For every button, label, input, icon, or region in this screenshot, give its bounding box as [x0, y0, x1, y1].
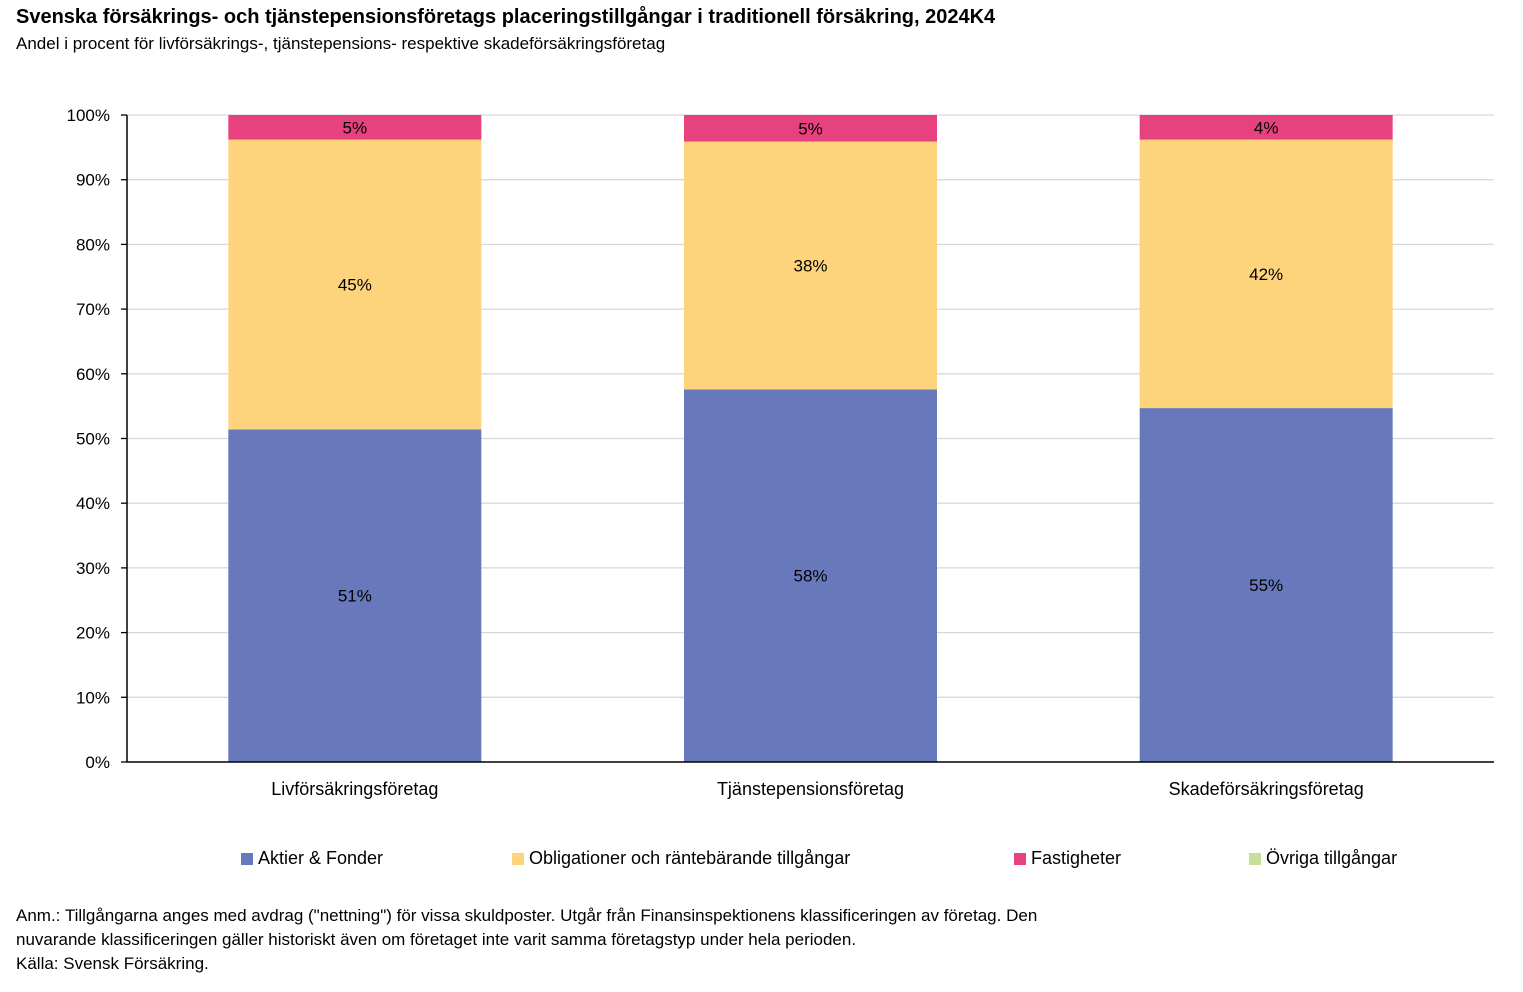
legend-label-obligationer: Obligationer och räntebärande tillgångar — [529, 848, 851, 868]
note-line-2: nuvarande klassificeringen gäller histor… — [16, 930, 857, 949]
chart-subtitle: Andel i procent för livförsäkrings-, tjä… — [16, 34, 666, 53]
data-label: 42% — [1249, 265, 1283, 284]
data-label: 58% — [793, 567, 827, 586]
legend-swatch-aktier — [241, 852, 253, 865]
note-line-1: Anm.: Tillgångarna anges med avdrag ("ne… — [16, 906, 1038, 925]
data-label: 4% — [1254, 118, 1279, 137]
chart-title: Svenska försäkrings- och tjänstepensions… — [16, 6, 996, 28]
legend-item-aktier: Aktier & Fonder — [241, 848, 383, 869]
y-tick-label: 10% — [76, 688, 110, 707]
bar-segment — [1139, 408, 1393, 762]
bar-segment — [228, 115, 482, 140]
data-label: 45% — [338, 276, 372, 295]
y-tick-label: 40% — [76, 494, 110, 513]
y-tick-label: 60% — [76, 365, 110, 384]
x-tick-label: Livförsäkringsföretag — [271, 779, 438, 799]
y-tick-label: 30% — [76, 559, 110, 578]
x-tick-label: Skadeförsäkringsföretag — [1169, 779, 1364, 799]
legend-item-obligationer: Obligationer och räntebärande tillgångar — [512, 848, 850, 869]
data-label: 38% — [793, 256, 827, 275]
legend-label-ovriga: Övriga tillgångar — [1266, 848, 1398, 868]
data-label: 55% — [1249, 576, 1283, 595]
legend-swatch-fastigheter — [1014, 852, 1026, 865]
bar-segment — [684, 389, 937, 762]
legend-item-fastigheter: Fastigheter — [1014, 848, 1121, 869]
chart-notes: Anm.: Tillgångarna anges med avdrag ("ne… — [16, 904, 1037, 976]
x-tick-label: Tjänstepensionsföretag — [717, 779, 904, 799]
data-label: 5% — [343, 118, 368, 137]
note-source: Källa: Svensk Försäkring. — [16, 954, 209, 973]
y-tick-label: 100% — [67, 106, 110, 125]
y-tick-label: 90% — [76, 171, 110, 190]
bar-segment — [1139, 139, 1393, 409]
bar-segment — [1139, 115, 1393, 140]
bar-segment — [228, 139, 482, 430]
legend-swatch-ovriga — [1249, 852, 1261, 865]
legend-label-fastigheter: Fastigheter — [1031, 848, 1122, 868]
chart-legend: Aktier & Fonder Obligationer och räntebä… — [0, 848, 1523, 874]
y-tick-label: 20% — [76, 624, 110, 643]
data-label: 51% — [338, 587, 372, 606]
bar-segment — [228, 429, 482, 762]
stacked-bar-chart: 0% 10% 20% 30% 40% 50% 60% 70% 80% 90% 100% 51% 45% 5… — [67, 106, 1494, 799]
y-tick-label: 50% — [76, 430, 110, 449]
bar-segment — [684, 141, 937, 390]
legend-label-aktier: Aktier & Fonder — [258, 848, 384, 868]
bar-segment — [684, 115, 937, 142]
data-label: 5% — [798, 119, 823, 138]
legend-swatch-obligationer — [512, 852, 524, 865]
y-tick-label: 0% — [85, 753, 110, 772]
y-tick-label: 70% — [76, 300, 110, 319]
legend-item-ovriga: Övriga tillgångar — [1249, 848, 1397, 869]
y-tick-label: 80% — [76, 235, 110, 254]
